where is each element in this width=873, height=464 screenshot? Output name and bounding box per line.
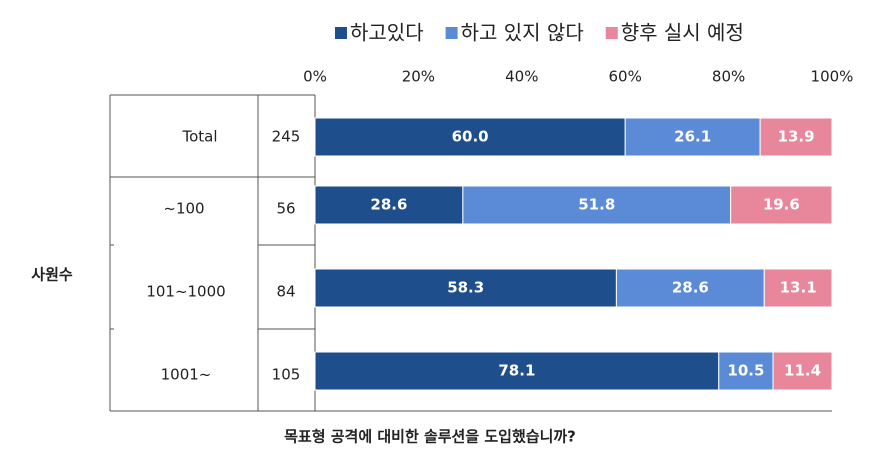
bar-label: 51.8	[578, 196, 615, 214]
bar-label: 26.1	[674, 128, 711, 146]
count: 105	[272, 366, 301, 384]
row-label: ~100	[163, 200, 204, 218]
x-tick-label: 0%	[303, 68, 327, 86]
row-label: Total	[181, 128, 217, 146]
bar-segment	[718, 351, 774, 391]
bar-segment	[624, 117, 761, 157]
x-tick-label: 20%	[402, 68, 435, 86]
row-label: 101~1000	[146, 283, 225, 301]
bar-label: 11.4	[784, 362, 821, 380]
bar-segment	[462, 185, 732, 225]
bar-label: 78.1	[498, 362, 535, 380]
legend-swatch	[605, 27, 618, 39]
legend-label: 하고 있지 않다	[461, 21, 584, 45]
legend-label: 향후 실시 예정	[621, 21, 744, 45]
bar-segment	[730, 185, 833, 225]
bar-label: 28.6	[370, 196, 407, 214]
legend-swatch	[445, 27, 458, 39]
row-label: 1001~	[161, 366, 212, 384]
bar-label: 60.0	[452, 128, 489, 146]
count: 84	[276, 283, 295, 301]
bar-segment	[615, 268, 765, 308]
x-tick-label: 60%	[609, 68, 642, 86]
bar-segment	[772, 351, 833, 391]
bar-label: 58.3	[447, 279, 484, 297]
chart-title: 목표형 공격에 대비한 솔루션을 도입했습니까?	[284, 428, 576, 446]
bar-label: 19.6	[763, 196, 800, 214]
legend-label: 하고있다	[350, 21, 424, 45]
x-tick-label: 100%	[811, 68, 854, 86]
legend-swatch	[335, 27, 347, 39]
bar-label: 10.5	[727, 362, 764, 380]
count: 245	[272, 128, 301, 146]
bar-segment	[314, 268, 617, 308]
bar-label: 28.6	[672, 279, 709, 297]
bar-segment	[759, 117, 833, 157]
count: 56	[276, 200, 295, 218]
x-tick-label: 40%	[505, 68, 538, 86]
bar-segment	[314, 185, 464, 225]
x-tick-label: 80%	[712, 68, 745, 86]
group-label: 사원수	[31, 266, 73, 284]
bar-segment	[763, 268, 833, 308]
bar-label: 13.9	[778, 128, 815, 146]
bar-label: 13.1	[780, 279, 817, 297]
bar-segment	[314, 351, 720, 391]
